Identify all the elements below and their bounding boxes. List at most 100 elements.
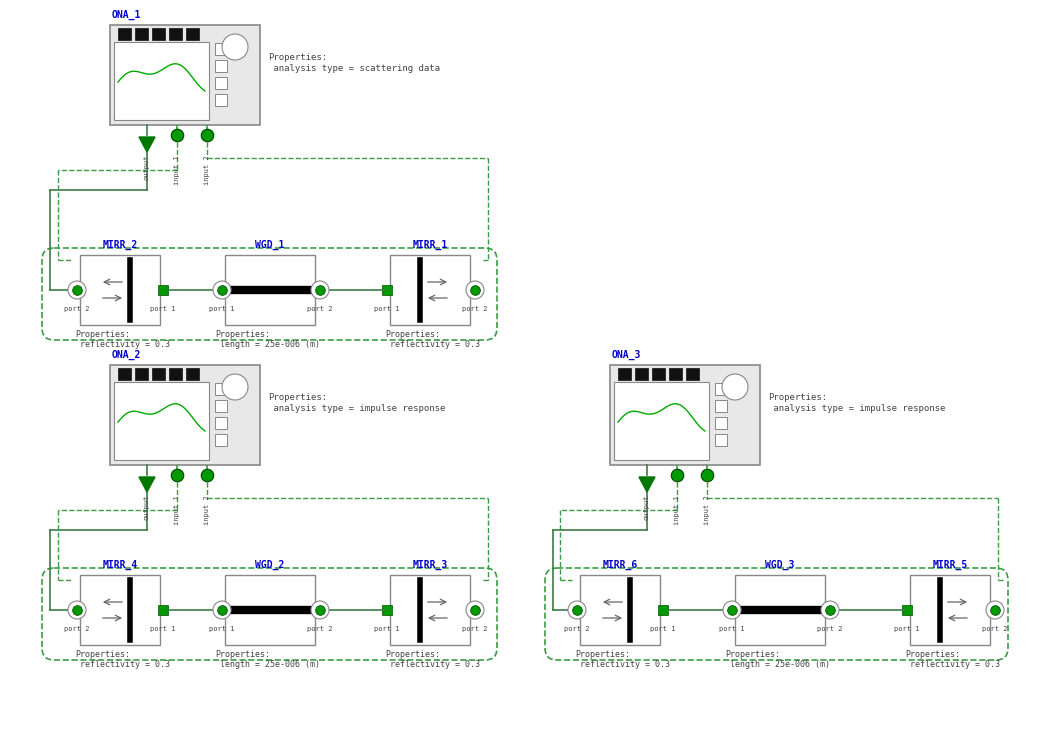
FancyBboxPatch shape [715, 434, 727, 446]
FancyBboxPatch shape [215, 417, 227, 429]
Text: WGD_1: WGD_1 [255, 240, 284, 250]
Text: Properties:
 reflectivity = 0.3: Properties: reflectivity = 0.3 [575, 650, 670, 670]
Ellipse shape [213, 601, 231, 619]
Text: MIRR_5: MIRR_5 [932, 560, 968, 570]
Text: Properties:
 reflectivity = 0.3: Properties: reflectivity = 0.3 [75, 650, 170, 670]
Text: ONA_3: ONA_3 [612, 349, 641, 360]
FancyBboxPatch shape [715, 400, 727, 412]
FancyBboxPatch shape [152, 368, 165, 380]
Text: ONA_1: ONA_1 [112, 10, 141, 20]
FancyBboxPatch shape [618, 368, 631, 380]
FancyBboxPatch shape [382, 285, 392, 295]
Ellipse shape [68, 601, 86, 619]
FancyBboxPatch shape [715, 417, 727, 429]
Text: port 1: port 1 [894, 626, 919, 632]
FancyBboxPatch shape [158, 285, 168, 295]
FancyBboxPatch shape [580, 575, 660, 645]
FancyBboxPatch shape [313, 285, 323, 295]
Text: Properties:
 length = 25e-006 (m): Properties: length = 25e-006 (m) [215, 330, 320, 349]
Text: MIRR_2: MIRR_2 [102, 240, 138, 250]
Text: port 1: port 1 [719, 626, 744, 632]
Text: port 2: port 2 [462, 626, 488, 632]
FancyBboxPatch shape [382, 605, 392, 615]
Text: input 2: input 2 [704, 495, 710, 525]
Text: Properties:
 analysis type = scattering data: Properties: analysis type = scattering d… [269, 53, 440, 72]
FancyBboxPatch shape [114, 382, 208, 460]
FancyBboxPatch shape [652, 368, 665, 380]
Ellipse shape [311, 601, 329, 619]
FancyBboxPatch shape [186, 368, 199, 380]
Text: Properties:
 analysis type = impulse response: Properties: analysis type = impulse resp… [768, 393, 946, 413]
FancyBboxPatch shape [215, 434, 227, 446]
Ellipse shape [222, 374, 249, 400]
FancyBboxPatch shape [215, 60, 227, 72]
Text: port 1: port 1 [151, 306, 176, 312]
Text: port 1: port 1 [651, 626, 676, 632]
FancyBboxPatch shape [72, 285, 82, 295]
FancyBboxPatch shape [468, 605, 478, 615]
Ellipse shape [722, 374, 748, 400]
Text: Properties:
 reflectivity = 0.3: Properties: reflectivity = 0.3 [905, 650, 1000, 670]
Text: Properties:
 reflectivity = 0.3: Properties: reflectivity = 0.3 [75, 330, 170, 349]
Text: port 2: port 2 [564, 626, 590, 632]
FancyBboxPatch shape [118, 28, 131, 40]
Text: MIRR_4: MIRR_4 [102, 560, 138, 570]
Text: Properties:
 reflectivity = 0.3: Properties: reflectivity = 0.3 [385, 330, 480, 349]
Ellipse shape [466, 281, 484, 299]
Text: ONA_2: ONA_2 [112, 349, 141, 360]
FancyBboxPatch shape [135, 368, 148, 380]
Text: port 2: port 2 [307, 626, 333, 632]
FancyBboxPatch shape [217, 285, 227, 295]
FancyBboxPatch shape [215, 77, 227, 89]
Text: port 1: port 1 [374, 306, 400, 312]
Text: Properties:
 length = 25e-006 (m): Properties: length = 25e-006 (m) [215, 650, 320, 670]
Text: input 2: input 2 [204, 155, 210, 185]
Ellipse shape [68, 281, 86, 299]
Text: input 1: input 1 [174, 155, 180, 185]
FancyBboxPatch shape [72, 605, 82, 615]
FancyBboxPatch shape [988, 605, 998, 615]
Text: output: output [144, 495, 150, 520]
Text: port 2: port 2 [982, 626, 1008, 632]
Polygon shape [139, 137, 155, 152]
FancyBboxPatch shape [215, 43, 227, 55]
FancyBboxPatch shape [910, 575, 990, 645]
Text: input 1: input 1 [174, 495, 180, 525]
FancyBboxPatch shape [152, 28, 165, 40]
FancyBboxPatch shape [614, 382, 709, 460]
FancyBboxPatch shape [658, 605, 668, 615]
FancyBboxPatch shape [225, 255, 315, 325]
Text: input 1: input 1 [674, 495, 680, 525]
Text: port 1: port 1 [210, 626, 235, 632]
FancyBboxPatch shape [390, 255, 470, 325]
Text: port 2: port 2 [64, 626, 90, 632]
FancyBboxPatch shape [118, 368, 131, 380]
FancyBboxPatch shape [610, 365, 760, 465]
Text: port 1: port 1 [374, 626, 400, 632]
Text: output: output [644, 495, 650, 520]
FancyBboxPatch shape [225, 575, 315, 645]
FancyBboxPatch shape [902, 605, 912, 615]
FancyBboxPatch shape [635, 368, 648, 380]
FancyBboxPatch shape [215, 383, 227, 395]
FancyBboxPatch shape [186, 28, 199, 40]
FancyBboxPatch shape [110, 25, 260, 125]
FancyBboxPatch shape [215, 94, 227, 106]
Ellipse shape [311, 281, 329, 299]
Text: Properties:
 reflectivity = 0.3: Properties: reflectivity = 0.3 [385, 650, 480, 670]
Text: MIRR_6: MIRR_6 [602, 560, 638, 570]
Ellipse shape [466, 601, 484, 619]
Ellipse shape [222, 34, 249, 60]
FancyBboxPatch shape [823, 605, 833, 615]
FancyBboxPatch shape [735, 575, 824, 645]
Text: WGD_2: WGD_2 [255, 560, 284, 570]
FancyBboxPatch shape [313, 605, 323, 615]
Ellipse shape [821, 601, 839, 619]
FancyBboxPatch shape [114, 42, 208, 120]
Ellipse shape [986, 601, 1004, 619]
Text: Properties:
 length = 25e-006 (m): Properties: length = 25e-006 (m) [726, 650, 830, 670]
Text: WGD_3: WGD_3 [766, 560, 795, 570]
FancyBboxPatch shape [669, 368, 682, 380]
Polygon shape [139, 477, 155, 492]
FancyBboxPatch shape [572, 605, 582, 615]
